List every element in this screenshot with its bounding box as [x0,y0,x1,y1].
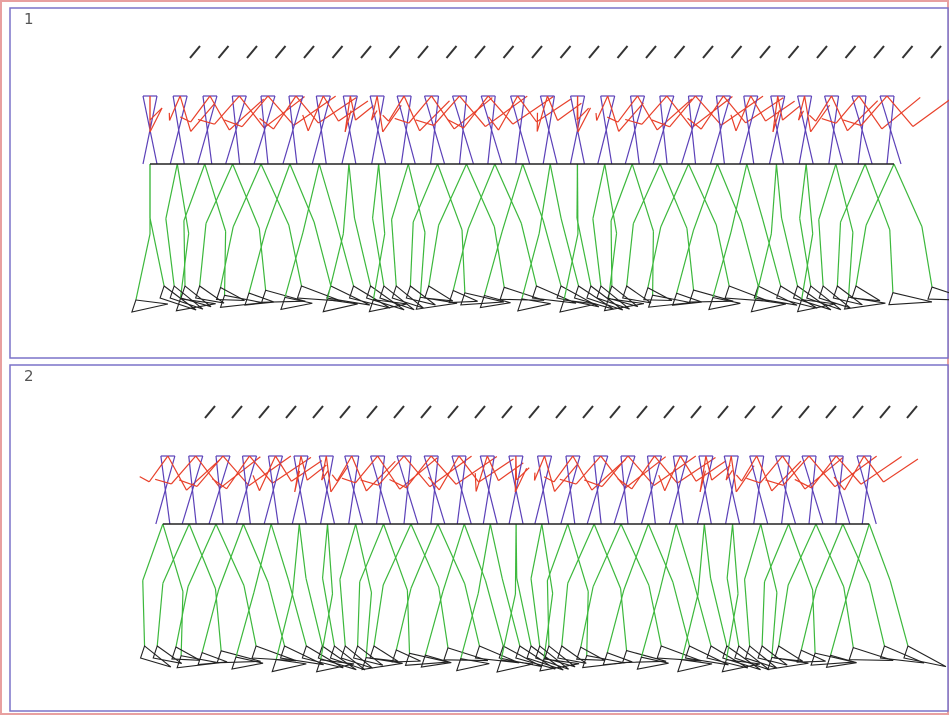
arm [516,456,517,480]
arm [596,113,597,120]
leg [611,221,612,286]
panel-frame [10,365,948,711]
panel-label: 2 [24,367,34,385]
leg [516,524,517,578]
gait-figure: 1 2 [0,0,949,715]
figure: 1 2 [0,0,949,715]
panel-label: 1 [24,10,34,28]
